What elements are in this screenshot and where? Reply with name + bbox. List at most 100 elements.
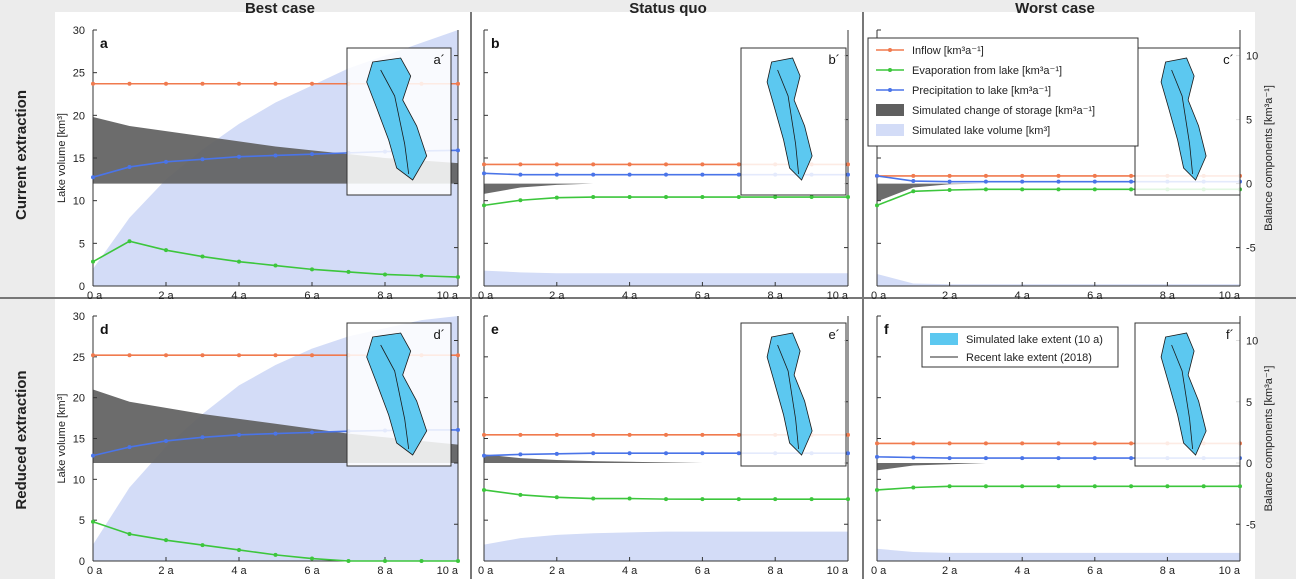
x-tick-label: 2 a [549, 565, 565, 577]
series-point-precipitation-to-lake [846, 172, 850, 177]
series-point-evaporation-from-lake [1092, 187, 1097, 192]
series-point-evaporation-from-lake [911, 189, 916, 194]
x-tick-label: 6 a [1087, 565, 1103, 577]
series-point-precipitation-to-lake [237, 154, 241, 159]
series-point-precipitation-to-lake [164, 159, 168, 164]
panel-c: 0 a 2 a 4 a 6 a 8 a 10 a -5 0 5 10 Balance compone… [871, 29, 1275, 302]
x-tick-label: 0 a [478, 290, 494, 302]
series-point-evaporation-from-lake [809, 195, 814, 200]
series-point-precipitation-to-lake [983, 456, 988, 461]
y-tick-label-left: 20 [73, 110, 85, 122]
series-point-inflow [310, 353, 314, 358]
x-tick-label: 10 a [437, 290, 459, 302]
legend-entry: Simulated lake extent (10 a) [966, 334, 1103, 346]
x-tick-label: 2 a [158, 565, 174, 577]
panel-label-a: a [100, 35, 108, 51]
y-tick-label-right: -5 [1246, 243, 1256, 255]
inset-label-a: a´ [433, 52, 445, 67]
series-point-evaporation-from-lake [1020, 187, 1025, 192]
series-point-inflow [591, 162, 596, 167]
series-point-evaporation-from-lake [1201, 484, 1206, 489]
series-point-inflow [1020, 441, 1025, 446]
series-point-evaporation-from-lake [664, 497, 668, 502]
series-point-precipitation-to-lake [736, 451, 741, 456]
x-tick-label: 6 a [695, 565, 711, 577]
series-point-precipitation-to-lake [127, 445, 132, 450]
series-point-precipitation-to-lake [736, 172, 741, 177]
series-point-evaporation-from-lake [1056, 484, 1061, 489]
series-point-precipitation-to-lake [1092, 456, 1097, 461]
x-tick-label: 6 a [695, 290, 711, 302]
series-point-precipitation-to-lake [310, 430, 314, 435]
x-tick-label: 6 a [304, 565, 320, 577]
series-point-evaporation-from-lake [983, 187, 988, 192]
panel-a: 0 a 2 a 4 a 6 a 8 a 10 a 0 5 10 15 20 25 30 Lake volu… [56, 25, 460, 302]
y-tick-label-left: 25 [73, 68, 85, 80]
series-point-evaporation-from-lake [273, 263, 278, 268]
legend-swatch-marker [888, 48, 892, 52]
inset-label-d: d´ [433, 327, 445, 342]
series-point-precipitation-to-lake [700, 172, 705, 177]
y-tick-label-left: 10 [73, 196, 85, 208]
column-title-best: Best case [245, 0, 315, 17]
legend-swatch-box [876, 124, 904, 136]
series-point-precipitation-to-lake [518, 172, 523, 177]
x-tick-label: 4 a [622, 290, 638, 302]
inset-label-f: f´ [1226, 327, 1234, 342]
series-point-inflow [664, 432, 668, 437]
series-point-inflow [518, 162, 523, 167]
series-point-evaporation-from-lake [700, 195, 705, 200]
volume-area-f [877, 548, 1240, 561]
series-point-precipitation-to-lake [273, 153, 278, 158]
series-point-evaporation-from-lake [736, 497, 741, 502]
x-tick-label: 6 a [304, 290, 320, 302]
series-point-inflow [846, 432, 850, 437]
series-point-inflow [947, 173, 952, 178]
series-point-inflow [273, 81, 278, 86]
series-point-evaporation-from-lake [310, 556, 314, 561]
row-title-reduced: Reduced extraction [13, 370, 30, 509]
series-point-evaporation-from-lake [875, 487, 879, 492]
series-point-precipitation-to-lake [91, 453, 95, 458]
series-point-inflow [1056, 173, 1061, 178]
series-point-evaporation-from-lake [419, 273, 424, 278]
x-tick-label: 2 a [942, 290, 958, 302]
series-point-evaporation-from-lake [554, 195, 559, 200]
inset-label-c: c´ [1223, 52, 1234, 67]
series-point-evaporation-from-lake [591, 195, 596, 200]
legend-entry: Simulated lake volume [km³] [912, 125, 1050, 137]
y-tick-label-left: 15 [73, 153, 85, 165]
x-tick-label: 4 a [1015, 290, 1031, 302]
series-point-evaporation-from-lake [1129, 484, 1134, 489]
panel-d: 0 a 2 a 4 a 6 a 8 a 10 a 0 5 10 15 20 25 30 Lake volu… [56, 311, 460, 577]
series-point-evaporation-from-lake [237, 547, 241, 552]
y-tick-label-left: 25 [73, 352, 85, 364]
y-tick-label-right: 0 [1246, 458, 1252, 470]
series-point-precipitation-to-lake [237, 432, 241, 437]
series-point-evaporation-from-lake [664, 195, 668, 200]
series-point-evaporation-from-lake [1020, 484, 1025, 489]
x-tick-label: 8 a [1160, 290, 1176, 302]
series-point-evaporation-from-lake [456, 275, 460, 280]
series-point-evaporation-from-lake [875, 203, 879, 208]
storage-band-f [877, 463, 1240, 471]
x-tick-label: 8 a [1160, 565, 1176, 577]
inset-lake-shape [1160, 332, 1207, 456]
panel-label-b: b [491, 35, 500, 51]
series-point-precipitation-to-lake [200, 435, 205, 440]
y-tick-label-left: 30 [73, 311, 85, 323]
series-point-inflow [1092, 173, 1097, 178]
inset-label-b: b´ [828, 52, 840, 67]
series-point-evaporation-from-lake [346, 559, 351, 563]
series-point-evaporation-from-lake [273, 552, 278, 557]
storage-band-c [877, 183, 1240, 202]
series-point-inflow [1129, 173, 1134, 178]
y-tick-label-left: 0 [79, 281, 85, 293]
x-tick-label: 10 a [437, 565, 459, 577]
series-point-evaporation-from-lake [482, 203, 486, 208]
series-point-evaporation-from-lake [383, 272, 387, 277]
series-point-inflow [482, 432, 486, 437]
y-tick-label-left: 0 [79, 556, 85, 568]
series-point-evaporation-from-lake [518, 198, 523, 203]
